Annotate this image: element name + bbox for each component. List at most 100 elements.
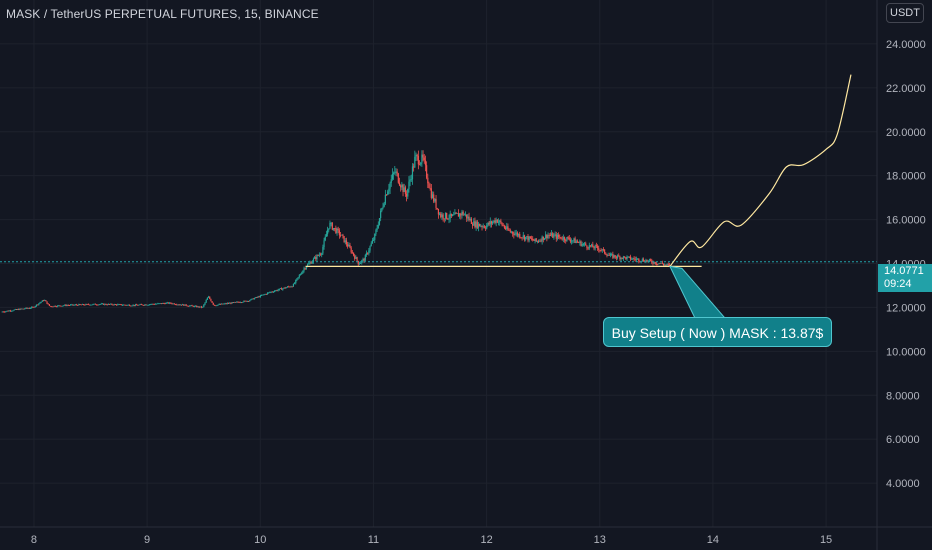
candle-body	[637, 258, 639, 260]
candle-body	[224, 303, 226, 305]
candle-body	[395, 171, 397, 173]
candle-body	[268, 292, 270, 294]
candle-body	[159, 303, 161, 305]
candle-body	[147, 304, 150, 306]
candle-body	[136, 304, 138, 306]
candle-body	[105, 303, 107, 305]
candle-body	[53, 305, 55, 307]
candle-body	[632, 258, 634, 260]
candle-body	[22, 308, 25, 310]
candle-body	[658, 263, 660, 265]
candle-body	[461, 211, 463, 216]
candle-body	[443, 218, 445, 220]
candle-body	[240, 302, 243, 304]
candle-body	[341, 234, 343, 236]
time-axis[interactable]: 8 9 10 11 12 13 14 15	[31, 534, 832, 546]
candle-body	[106, 304, 108, 306]
candle-body	[581, 244, 583, 246]
candle-body	[230, 302, 232, 304]
candle-body	[365, 252, 368, 255]
candle-body	[457, 213, 460, 217]
candle-body	[94, 303, 96, 305]
candle-body	[19, 308, 21, 310]
candle-body	[103, 303, 105, 305]
candle-body	[503, 225, 506, 228]
candle-body	[33, 306, 35, 308]
candle-body	[572, 240, 574, 242]
candle-body	[387, 191, 389, 195]
candle-body	[178, 304, 180, 306]
candle-body	[388, 188, 390, 192]
candle-body	[309, 262, 311, 264]
candle-body	[70, 304, 72, 306]
candle-body	[483, 226, 485, 228]
candle-body	[13, 309, 15, 311]
candle-body	[28, 308, 30, 309]
candle-body	[52, 306, 54, 308]
candle-body	[520, 237, 522, 239]
candle-body	[24, 308, 26, 310]
candle-body	[427, 177, 429, 184]
candle-body	[231, 302, 233, 304]
candle-body	[322, 247, 324, 254]
candle-body	[289, 286, 291, 288]
candle-body	[305, 266, 307, 269]
candle-body	[293, 283, 296, 284]
candle-body	[183, 304, 185, 306]
candle-body	[633, 258, 635, 259]
candle-body	[609, 254, 612, 256]
y-tick-label: 22.0000	[886, 83, 926, 95]
candle-body	[306, 264, 309, 267]
candle-body	[536, 240, 539, 242]
candle-body	[121, 305, 124, 306]
candle-body	[21, 308, 23, 310]
candle-body	[27, 308, 29, 309]
candle-body	[614, 255, 616, 258]
candle-body	[554, 234, 556, 236]
candle-body	[653, 261, 655, 264]
buy-setup-callout[interactable]: Buy Setup ( Now ) MASK : 13.87$	[603, 317, 832, 347]
candle-body	[490, 221, 493, 224]
candle-body	[145, 304, 147, 306]
candle-body	[344, 240, 346, 243]
candle-body	[58, 305, 60, 307]
candle-body	[407, 189, 409, 197]
candle-body	[368, 250, 370, 254]
candle-body	[184, 304, 186, 306]
candle-body	[272, 291, 274, 293]
candle-body	[160, 303, 162, 305]
candle-body	[125, 304, 127, 306]
candle-body	[93, 303, 95, 305]
candle-body	[179, 304, 181, 306]
candle-body	[587, 247, 589, 249]
candle-body	[664, 264, 666, 266]
candle-body	[562, 237, 564, 240]
candle-body	[185, 304, 187, 306]
candle-body	[124, 304, 126, 306]
candle-body	[266, 292, 269, 295]
candle-body	[454, 212, 456, 215]
candle-body	[330, 222, 332, 224]
candle-body	[420, 162, 422, 165]
candle-body	[143, 305, 145, 306]
currency-button[interactable]: USDT	[886, 3, 924, 23]
candle-body	[583, 243, 586, 245]
candle-body	[73, 304, 75, 306]
candle-body	[64, 304, 66, 306]
candle-body	[624, 256, 626, 258]
candle-body	[291, 286, 293, 288]
candle-body	[522, 235, 524, 238]
candle-body	[363, 258, 365, 261]
candle-body	[649, 259, 652, 261]
candle-body	[565, 240, 567, 241]
candle-body	[26, 307, 28, 309]
candle-body	[304, 268, 306, 270]
x-tick-label: 9	[144, 534, 150, 546]
candle-body	[475, 221, 477, 228]
candle-body	[668, 264, 671, 266]
x-tick-label: 11	[368, 534, 379, 546]
candle-body	[198, 306, 200, 308]
candle-body	[622, 256, 625, 259]
candle-body	[495, 219, 497, 223]
